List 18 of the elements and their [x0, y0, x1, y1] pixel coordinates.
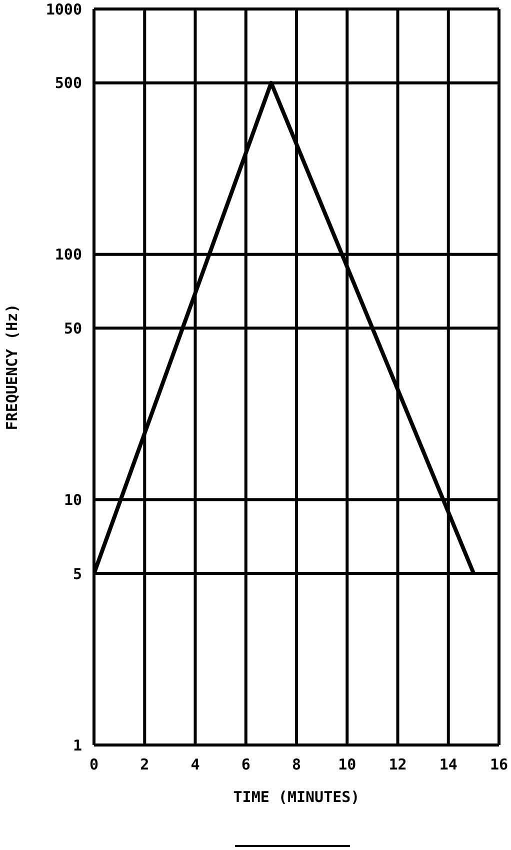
x-tick-label: 4: [190, 756, 200, 774]
y-tick-label: 1000: [46, 0, 82, 18]
x-tick-label: 10: [338, 756, 356, 774]
x-tick-label: 0: [89, 756, 99, 774]
x-axis-title: TIME (MINUTES): [233, 788, 360, 806]
y-tick-label: 500: [54, 74, 82, 92]
y-tick-label: 100: [54, 246, 82, 264]
x-tick-label: 16: [490, 756, 508, 774]
x-tick-label: 14: [439, 756, 458, 774]
x-tick-label: 8: [292, 756, 302, 774]
x-tick-label: 6: [241, 756, 250, 774]
x-tick-label: 2: [140, 756, 150, 774]
y-tick-label: 5: [72, 564, 82, 583]
y-axis-title: FREQUENCY (Hz): [3, 304, 21, 430]
y-tick-label: 50: [64, 320, 82, 338]
y-tick-label: 10: [64, 490, 82, 509]
y-tick-label: 1: [72, 736, 82, 754]
x-tick-label: 12: [388, 756, 407, 774]
